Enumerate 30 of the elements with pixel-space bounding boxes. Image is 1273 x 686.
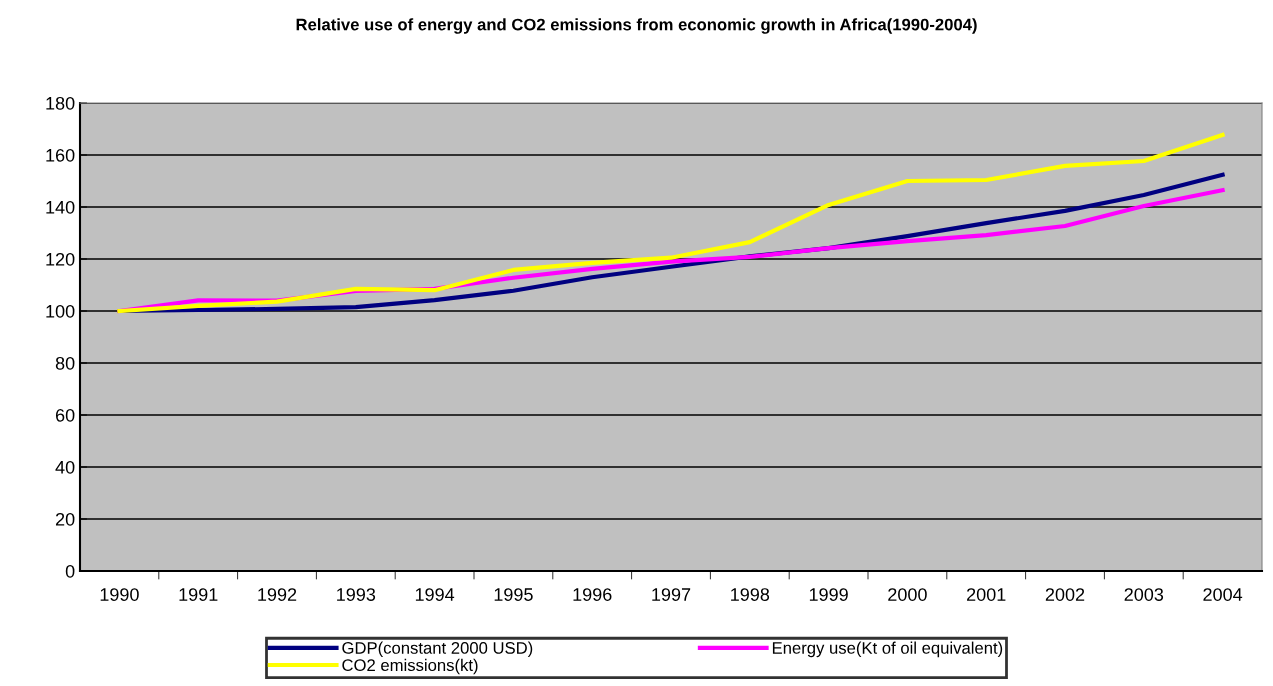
x-tick-label: 1996	[573, 588, 612, 601]
x-tick-label: 2004	[1203, 588, 1243, 601]
x-tick-label: 2003	[1124, 588, 1164, 601]
y-tick-label: 140	[46, 200, 75, 214]
y-tick-label: 100	[46, 304, 75, 318]
chart-title: Relative use of energy and CO2 emissions from economic growth in Africa(1990-2004)	[296, 18, 977, 34]
y-tick-label: 20	[55, 512, 75, 526]
y-tick-label: 160	[46, 148, 75, 162]
x-tick-label: 1993	[337, 588, 376, 601]
x-tick-label: 1995	[494, 588, 533, 601]
x-tick-label: 1999	[809, 588, 848, 601]
y-tick-label: 180	[46, 96, 75, 110]
y-tick-label: 60	[55, 408, 75, 422]
x-tick-label: 1997	[652, 588, 691, 601]
x-tick-label: 1990	[100, 588, 139, 601]
legend-label: GDP(constant 2000 USD)	[342, 641, 533, 658]
line-series	[117, 132, 1225, 314]
x-tick-label: 2002	[1045, 588, 1085, 601]
x-tick-label: 2001	[967, 588, 1006, 601]
x-tick-label: 1992	[258, 588, 297, 601]
legend-label: CO2 emissions(kt)	[342, 658, 478, 675]
y-tick-label: 80	[55, 356, 75, 370]
x-tick-label: 1994	[415, 588, 455, 601]
x-tick-label: 1991	[179, 588, 218, 601]
x-tick-label: 1998	[731, 588, 770, 601]
legend-label: Energy use(Kt of oil equivalent)	[772, 641, 1003, 658]
y-tick-label: 120	[46, 252, 75, 266]
y-tick-label: 40	[55, 460, 75, 474]
x-tick-label: 2000	[888, 588, 927, 601]
y-tick-label: 0	[65, 564, 75, 578]
